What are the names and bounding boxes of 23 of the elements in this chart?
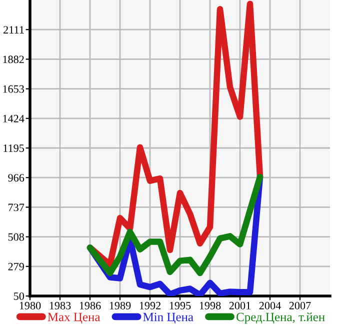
legend-label: Сред.Цена, т.йен — [236, 312, 325, 324]
legend-label: Max Цена — [48, 312, 100, 324]
y-tick-label: 1195 — [4, 144, 24, 152]
x-tick-label: 1986 — [80, 302, 101, 310]
x-tick-label: 1998 — [200, 302, 221, 310]
y-tick-label: 737 — [8, 204, 24, 212]
y-tick-label: 966 — [8, 174, 24, 182]
x-tick-label: 2007 — [289, 302, 311, 310]
y-tick-label: 2111 — [4, 26, 24, 34]
y-tick-label: 279 — [8, 262, 24, 270]
y-tick-label: 1882 — [3, 56, 24, 64]
y-tick-label: 508 — [8, 233, 24, 241]
x-tick-label: 1980 — [20, 302, 41, 310]
x-tick-label: 1989 — [110, 302, 131, 310]
x-tick-label: 1992 — [140, 302, 160, 310]
x-tick-label: 2001 — [229, 302, 250, 310]
x-tick-label: 1983 — [50, 302, 71, 310]
y-tick-label: 1653 — [3, 85, 24, 93]
legend-label: Min Цена — [143, 312, 194, 324]
y-tick-label: 50 — [14, 292, 24, 300]
y-tick-label: 1424 — [3, 114, 24, 122]
x-tick-label: 1995 — [170, 302, 191, 310]
x-tick-label: 2004 — [259, 302, 281, 310]
